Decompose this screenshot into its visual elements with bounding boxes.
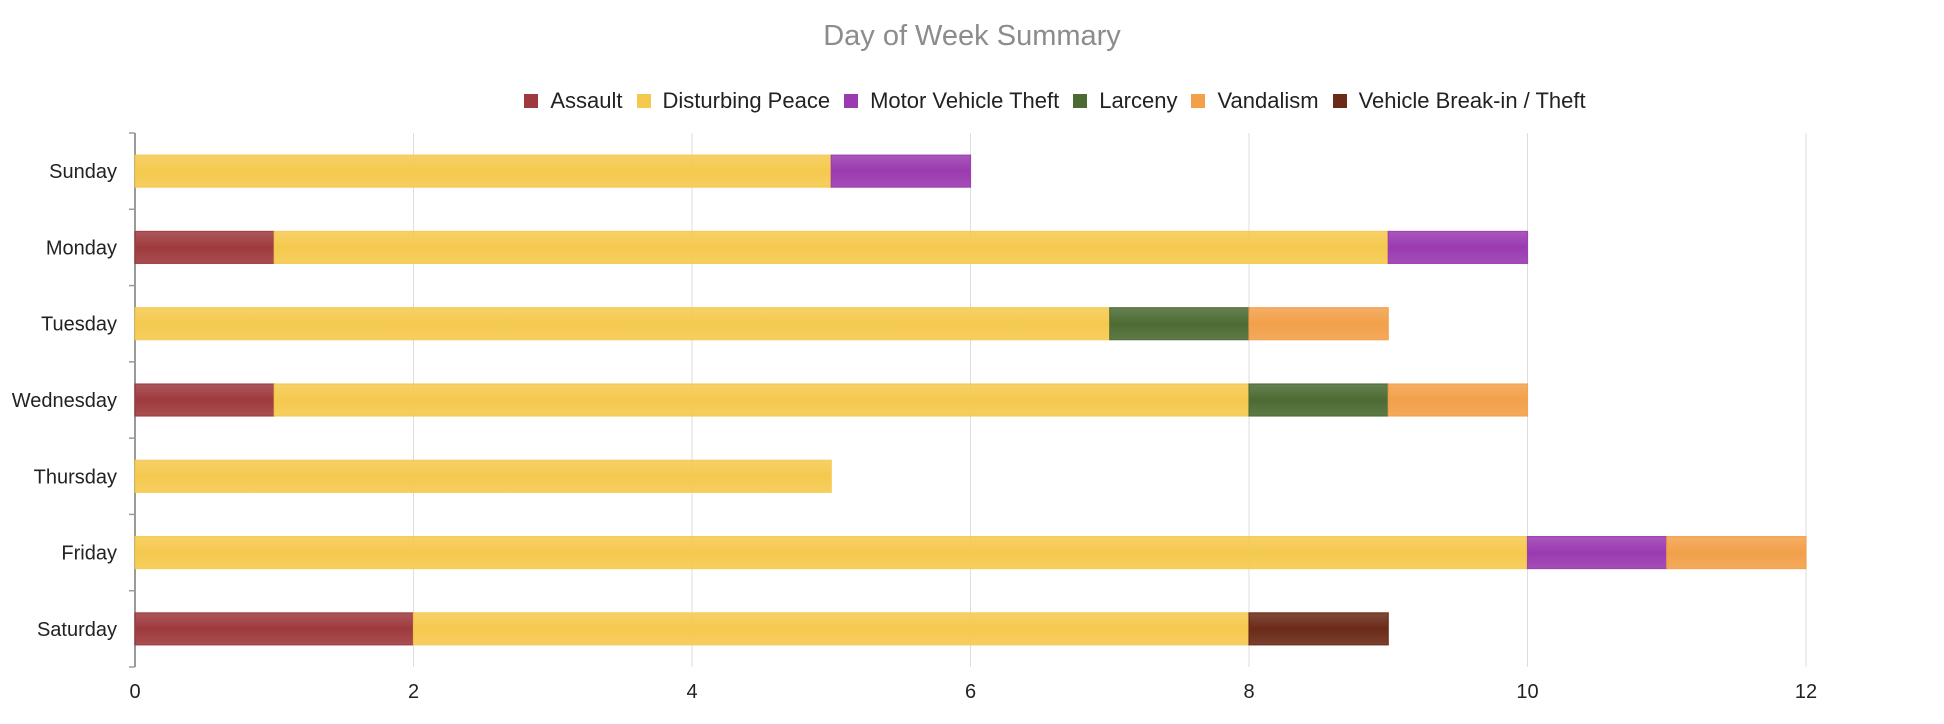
y-tick-label: Sunday: [49, 161, 117, 183]
legend-swatch: [524, 94, 539, 108]
bar-segment: [1248, 612, 1389, 646]
y-tick-label: Saturday: [37, 619, 117, 641]
y-tick-label: Wednesday: [12, 390, 117, 412]
x-tick-label: 6: [965, 681, 976, 703]
bar-segment: [1666, 535, 1807, 570]
bar-segment: [134, 612, 415, 646]
x-tick-label: 0: [129, 681, 140, 703]
y-tick-label: Thursday: [34, 466, 117, 488]
legend-label: Assault: [550, 88, 623, 113]
chart-title: Day of Week Summary: [823, 20, 1121, 52]
x-tick-label: 10: [1516, 681, 1538, 703]
bar-segment: [412, 612, 1250, 646]
legend-swatch: [636, 94, 651, 108]
legend-label: Vandalism: [1217, 88, 1319, 113]
x-tick-label: 8: [1243, 681, 1254, 703]
legend-item[interactable]: Larceny: [1073, 88, 1177, 114]
legend-swatch: [1191, 94, 1206, 108]
x-tick-label: 4: [686, 681, 697, 703]
x-tick-label: 2: [408, 681, 419, 703]
bar-segment: [273, 383, 1250, 417]
legend-label: Vehicle Break-in / Theft: [1358, 88, 1586, 113]
bar-segment: [1109, 307, 1250, 341]
y-tick-label: Friday: [61, 543, 117, 565]
legend: Assault Disturbing Peace Motor Vehicle The…: [0, 88, 1944, 114]
x-tick-label: 12: [1795, 681, 1817, 703]
legend-label: Larceny: [1099, 88, 1178, 113]
y-tick-label: Monday: [46, 237, 117, 259]
y-tick-label: Tuesday: [41, 314, 117, 336]
bar-segment: [134, 383, 275, 417]
legend-label: Motor Vehicle Theft: [870, 88, 1060, 113]
bar-segment: [1248, 307, 1389, 341]
bar-segment: [134, 230, 275, 265]
bar-segment: [1248, 383, 1389, 417]
bar-segment: [273, 230, 1389, 265]
bar-segment: [1526, 535, 1668, 570]
legend-swatch: [844, 94, 859, 108]
legend-swatch: [1073, 94, 1088, 108]
bar-segment: [134, 154, 832, 188]
legend-item[interactable]: Motor Vehicle Theft: [844, 88, 1059, 114]
bar-segment: [1387, 230, 1529, 265]
bar-segment: [134, 535, 1529, 570]
bar-segment: [134, 459, 832, 493]
legend-label: Disturbing Peace: [662, 88, 831, 113]
legend-item[interactable]: Assault: [524, 88, 623, 114]
bar-segment: [1387, 383, 1529, 417]
legend-item[interactable]: Vehicle Break-in / Theft: [1332, 88, 1586, 114]
legend-item[interactable]: Vandalism: [1191, 88, 1319, 114]
bar-segment: [830, 154, 972, 188]
legend-item[interactable]: Disturbing Peace: [636, 88, 831, 114]
bar-segment: [134, 307, 1111, 341]
legend-swatch: [1332, 94, 1347, 108]
